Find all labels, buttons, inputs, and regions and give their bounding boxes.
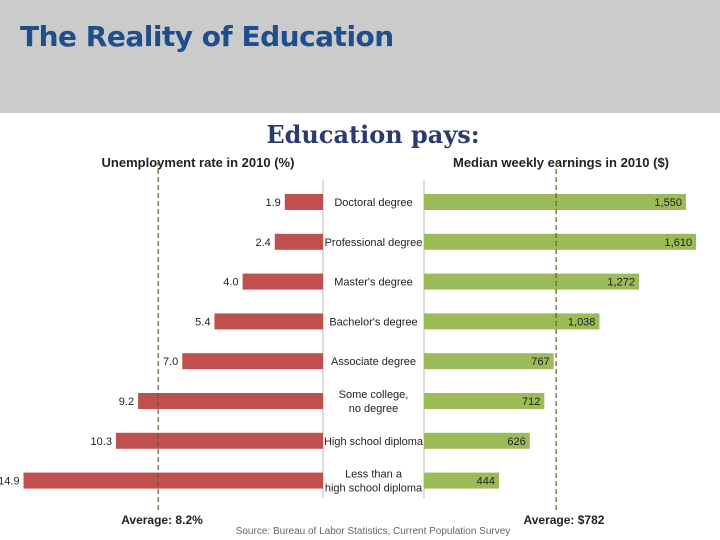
earnings-bar <box>424 432 530 449</box>
unemployment-bar <box>115 432 323 449</box>
earnings-value-label: 1,272 <box>607 277 635 289</box>
earnings-value-label: 1,550 <box>654 197 682 209</box>
category-label: Professional degree <box>325 237 423 249</box>
unemployment-value-label: 1.9 <box>266 197 281 209</box>
unemployment-value-label: 9.2 <box>119 396 134 408</box>
unemployment-value-label: 4.0 <box>223 277 238 289</box>
unemployment-average-label: Average: 8.2% <box>121 513 203 527</box>
earnings-value-label: 626 <box>507 436 525 448</box>
unemployment-bar <box>138 393 323 409</box>
earnings-bar <box>424 233 697 250</box>
category-label: High school diploma <box>324 436 424 448</box>
earnings-average-label: Average: $782 <box>524 513 605 527</box>
source-note: Source: Bureau of Labor Statistics, Curr… <box>236 526 511 537</box>
averages-layer <box>157 161 557 511</box>
education-pays-chart: Education pays: Unemployment rate in 201… <box>0 120 697 537</box>
header-band <box>0 0 720 113</box>
category-label: Associate degree <box>331 356 416 368</box>
earnings-bar <box>424 353 554 370</box>
category-label: Less than a high school diploma <box>325 469 423 495</box>
unemployment-bar <box>23 472 323 489</box>
unemployment-value-label: 2.4 <box>255 237 270 249</box>
earnings-bar <box>424 472 500 489</box>
category-label: Bachelor's degree <box>329 316 417 328</box>
unemployment-bar <box>182 353 323 370</box>
unemployment-axis-title: Unemployment rate in 2010 (%) <box>102 155 295 170</box>
earnings-bar <box>424 273 639 290</box>
unemployment-value-label: 5.4 <box>195 316 210 328</box>
earnings-bar <box>424 194 686 210</box>
unemployment-value-label: 14.9 <box>0 476 20 488</box>
bars-layer: 1.9 1,550 2.4 1,610 4.0 1,272 5.4 1,038 7.0 767 9.… <box>0 180 697 498</box>
category-label: Master's degree <box>334 277 413 289</box>
unemployment-bar <box>214 313 323 330</box>
category-labels: Doctoral degree Professional degree Master… <box>324 197 424 495</box>
unemployment-bar <box>284 194 323 210</box>
unemployment-value-label: 10.3 <box>91 436 112 448</box>
category-label: Some college, no degree <box>339 389 409 415</box>
earnings-value-label: 1,038 <box>568 316 596 328</box>
earnings-axis-title: Median weekly earnings in 2010 ($) <box>453 155 669 170</box>
earnings-value-label: 444 <box>477 476 495 488</box>
chart-title: Education pays: <box>266 120 479 149</box>
unemployment-bar <box>242 273 323 290</box>
unemployment-bar <box>274 233 323 250</box>
category-label: Doctoral degree <box>334 197 412 209</box>
earnings-value-label: 767 <box>531 356 549 368</box>
earnings-value-label: 712 <box>522 396 540 408</box>
earnings-value-label: 1,610 <box>665 237 693 249</box>
unemployment-value-label: 7.0 <box>163 356 178 368</box>
slide-title: The Reality of Education <box>20 20 394 53</box>
earnings-bar <box>424 393 545 409</box>
